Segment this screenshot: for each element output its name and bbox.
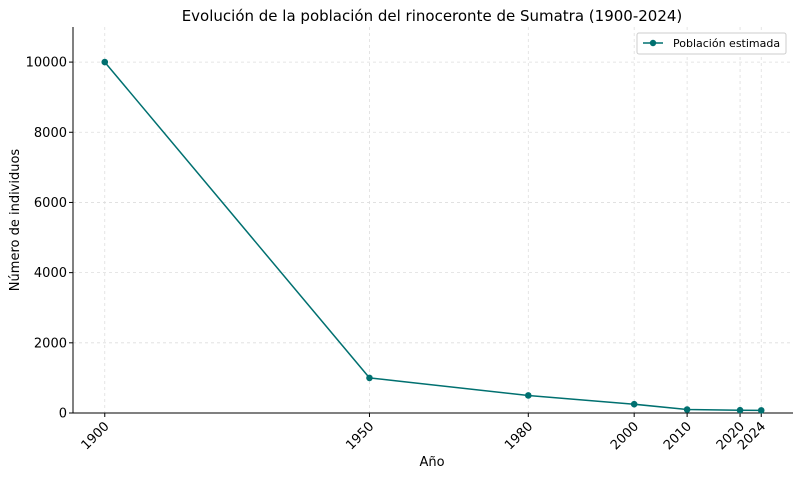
tick-labels: 0 2000 4000 6000 8000 10000 1900 1950 1980 2000 20… [26, 56, 769, 454]
series-layer [101, 58, 765, 414]
x-tick-label: 1900 [79, 419, 113, 453]
data-point [683, 406, 691, 413]
data-point [366, 374, 373, 382]
x-axis-label: Año [419, 455, 444, 470]
x-tick-label: 1980 [502, 419, 536, 453]
legend: Población estimada [636, 32, 787, 55]
y-tick-label: 6000 [34, 196, 67, 211]
y-axis-label: Número de individuos [8, 149, 23, 292]
legend-label: Población estimada [673, 37, 780, 50]
y-tick-label: 4000 [34, 266, 67, 281]
legend-marker-swatch [649, 39, 657, 47]
legend-box [636, 32, 787, 55]
chart-title: Evolución de la población del rinoceront… [182, 7, 683, 25]
y-tick-label: 2000 [34, 336, 67, 351]
axes [69, 27, 793, 417]
x-tick-label: 1950 [343, 419, 377, 453]
x-tick-label: 2000 [608, 419, 642, 453]
data-point [757, 407, 765, 414]
data-point [630, 400, 638, 408]
y-tick-label: 0 [59, 407, 67, 422]
y-tick-label: 10000 [26, 56, 67, 71]
x-tick-label: 2010 [661, 419, 695, 453]
grid-lines [73, 27, 793, 414]
series-line [104, 61, 762, 412]
y-tick-label: 8000 [34, 126, 67, 141]
data-point [524, 392, 532, 399]
data-point [101, 58, 109, 66]
data-point [736, 406, 744, 414]
